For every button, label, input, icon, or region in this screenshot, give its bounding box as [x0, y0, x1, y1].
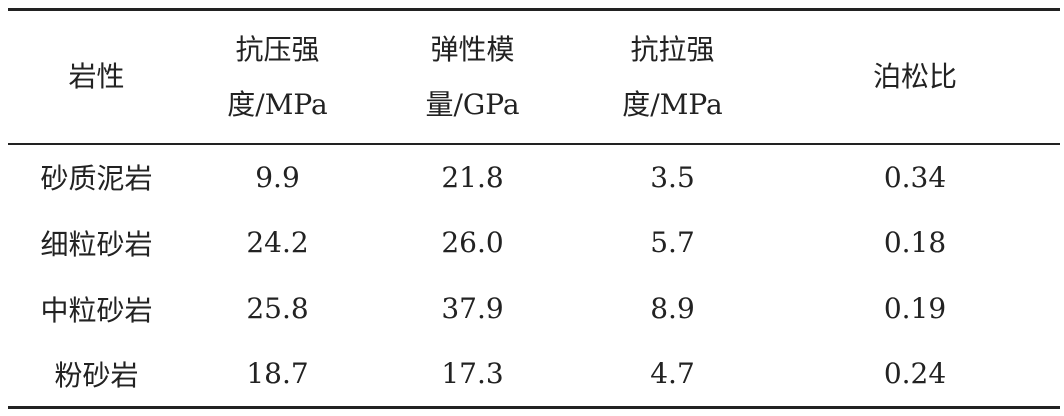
table-cell: 18.7	[246, 357, 309, 391]
header-cell: 泊松比	[872, 60, 957, 94]
header-cell: 抗压强 度/MPa	[227, 32, 328, 121]
table-body: 砂质泥岩 9.9 21.8 3.5 0.34 细粒砂岩 24.2 26.0 5.7 0.18 中粒砂…	[8, 144, 1060, 408]
table-cell: 26.0	[441, 226, 504, 259]
table-cell: 25.8	[246, 292, 309, 325]
header-cell: 岩性	[68, 60, 125, 94]
table-cell: 0.34	[883, 160, 947, 194]
table-row: 粉砂岩 18.7 17.3 4.7 0.24	[8, 342, 1060, 408]
table-row: 细粒砂岩 24.2 26.0 5.7 0.18	[8, 210, 1060, 276]
table-cell: 3.5	[650, 160, 695, 194]
data-table: 岩性 抗压强 度/MPa 弹性模 量/GPa 抗拉强 度/MPa 泊松比 砂质泥岩 9.9…	[8, 8, 1060, 409]
table-cell: 5.7	[650, 226, 695, 259]
table-cell: 37.9	[441, 292, 504, 325]
table-cell: 中粒砂岩	[40, 293, 153, 327]
header-row: 岩性 抗压强 度/MPa 弹性模 量/GPa 抗拉强 度/MPa 泊松比	[8, 9, 1060, 144]
header-cell: 抗拉强 度/MPa	[622, 32, 723, 121]
table-cell: 0.24	[883, 357, 947, 391]
header-cell: 弹性模 量/GPa	[425, 32, 520, 121]
table-cell: 粉砂岩	[54, 358, 139, 392]
table-cell: 17.3	[441, 357, 504, 391]
table-cell: 21.8	[441, 160, 504, 194]
table-cell: 8.9	[650, 292, 695, 325]
table-row: 中粒砂岩 25.8 37.9 8.9 0.19	[8, 276, 1060, 342]
table-row: 砂质泥岩 9.9 21.8 3.5 0.34	[8, 144, 1060, 210]
table-cell: 0.18	[883, 226, 947, 259]
table-cell: 9.9	[255, 160, 300, 194]
table-cell: 24.2	[246, 226, 309, 259]
table-cell: 细粒砂岩	[40, 227, 153, 261]
table-cell: 4.7	[650, 357, 695, 391]
table-cell: 0.19	[883, 292, 947, 325]
table-header: 岩性 抗压强 度/MPa 弹性模 量/GPa 抗拉强 度/MPa 泊松比	[8, 9, 1060, 144]
table-cell: 砂质泥岩	[40, 162, 153, 195]
